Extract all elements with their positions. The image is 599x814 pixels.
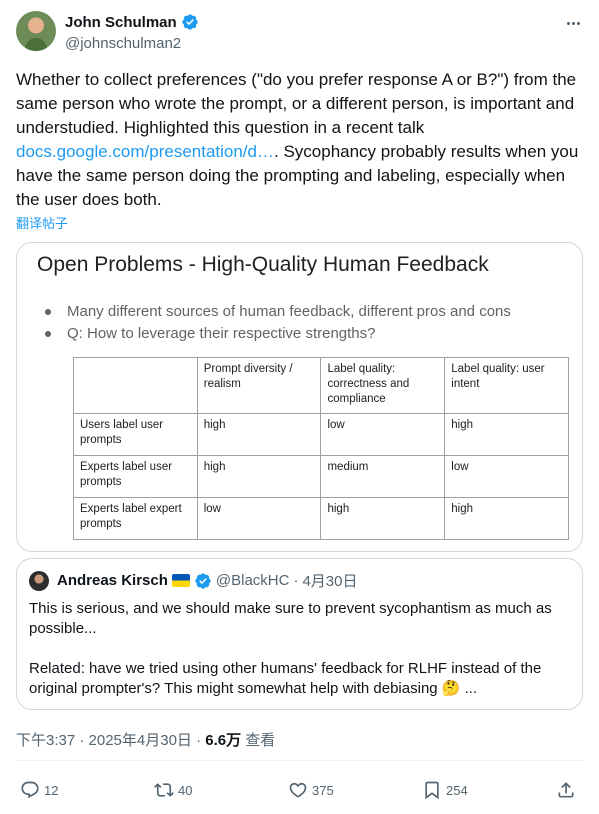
table-cell: high	[196, 455, 322, 498]
bookmark-icon	[425, 781, 439, 800]
table-cell: high	[196, 413, 322, 456]
quoted-tweet[interactable]: Andreas Kirsch @BlackHC · 4月30日 This is …	[16, 558, 583, 710]
tweet-text: Whether to collect preferences ("do you …	[16, 68, 583, 212]
tweet-meta: 下午3:37 · 2025年4月30日 · 6.6万 查看	[16, 729, 275, 750]
table-cell: Users label user prompts	[73, 413, 198, 456]
views-label: 查看	[241, 732, 276, 749]
table-cell: high	[320, 497, 446, 540]
tweet-header: John Schulman @johnschulman2	[16, 11, 583, 55]
table-cell: Experts label user prompts	[73, 455, 198, 498]
table-row: Experts label expert prompts low high hi…	[73, 497, 569, 540]
table-header-cell	[73, 357, 198, 414]
table-header-cell: Label quality: correctness and complianc…	[320, 357, 446, 414]
translate-post-link[interactable]: 翻译帖子	[16, 216, 69, 231]
repost-button[interactable]: 40	[154, 776, 192, 804]
quoted-paragraph: Related: have we tried using other human…	[29, 660, 542, 697]
views-count: 6.6万	[205, 732, 242, 749]
table-cell: high	[444, 497, 569, 540]
quoted-separator: ·	[293, 572, 299, 589]
quoted-date: 4月30日	[302, 573, 358, 590]
table-cell: low	[320, 413, 446, 456]
action-bar: 12 40 375 254	[16, 776, 583, 804]
quoted-author-avatar	[29, 570, 49, 591]
slide-bullet: Q: How to leverage their respective stre…	[45, 323, 511, 345]
tweet-timestamp[interactable]: 下午3:37 · 2025年4月30日 ·	[16, 732, 206, 749]
repost-icon	[154, 783, 174, 797]
table-header-cell: Prompt diversity / realism	[196, 357, 322, 414]
verified-badge-icon	[182, 14, 198, 30]
table-cell: Experts label expert prompts	[73, 497, 198, 540]
verified-badge-icon	[195, 572, 211, 589]
author-avatar[interactable]	[16, 11, 56, 51]
tweet-link[interactable]: docs.google.com/presentation/d…	[16, 142, 274, 161]
quoted-author-name: Andreas Kirsch	[57, 572, 168, 589]
reply-icon	[21, 781, 39, 799]
table-header-row: Prompt diversity / realism Label quality…	[73, 357, 569, 414]
repost-count: 40	[178, 782, 193, 798]
author-display-name[interactable]: John Schulman	[65, 13, 177, 31]
slide-bullets: Many different sources of human feedback…	[45, 301, 511, 345]
table-cell: medium	[320, 455, 446, 498]
quoted-author-handle: @BlackHC	[215, 572, 290, 589]
quoted-tweet-header: Andreas Kirsch @BlackHC · 4月30日	[29, 570, 357, 591]
share-button[interactable]	[556, 776, 576, 804]
author-handle[interactable]: @johnschulman2	[65, 35, 182, 52]
divider	[16, 760, 583, 761]
share-icon	[558, 782, 574, 798]
reply-button[interactable]: 12	[20, 776, 58, 804]
table-cell: high	[444, 413, 569, 456]
slide-title: Open Problems - High-Quality Human Feedb…	[37, 253, 489, 276]
feedback-table: Prompt diversity / realism Label quality…	[73, 357, 569, 540]
table-row: Experts label user prompts high medium l…	[73, 455, 569, 498]
tweet-text-part-1: Whether to collect preferences ("do you …	[16, 70, 577, 137]
ukraine-flag-icon	[171, 574, 190, 587]
quoted-tweet-text: This is serious, and we should make sure…	[29, 599, 569, 719]
table-cell: low	[444, 455, 569, 498]
heart-icon	[289, 782, 307, 798]
more-options-icon[interactable]	[563, 15, 583, 31]
tweet-text-part-2: . Sycophancy probably results when you h…	[16, 142, 579, 209]
like-count: 375	[312, 782, 334, 798]
table-header-cell: Label quality: user intent	[444, 357, 569, 414]
reply-count: 12	[44, 782, 59, 798]
slide-bullet: Many different sources of human feedback…	[45, 301, 511, 323]
quoted-paragraph: This is serious, and we should make sure…	[29, 600, 552, 637]
bookmark-count: 254	[446, 782, 468, 798]
table-row: Users label user prompts high low high	[73, 413, 569, 456]
bullet-dot-icon	[45, 331, 51, 337]
table-cell: low	[196, 497, 322, 540]
slide-image[interactable]: Open Problems - High-Quality Human Feedb…	[16, 242, 583, 552]
like-button[interactable]: 375	[288, 776, 334, 804]
author-name-row: John Schulman	[65, 13, 199, 31]
bookmark-button[interactable]: 254	[422, 776, 468, 804]
bullet-dot-icon	[45, 309, 51, 315]
